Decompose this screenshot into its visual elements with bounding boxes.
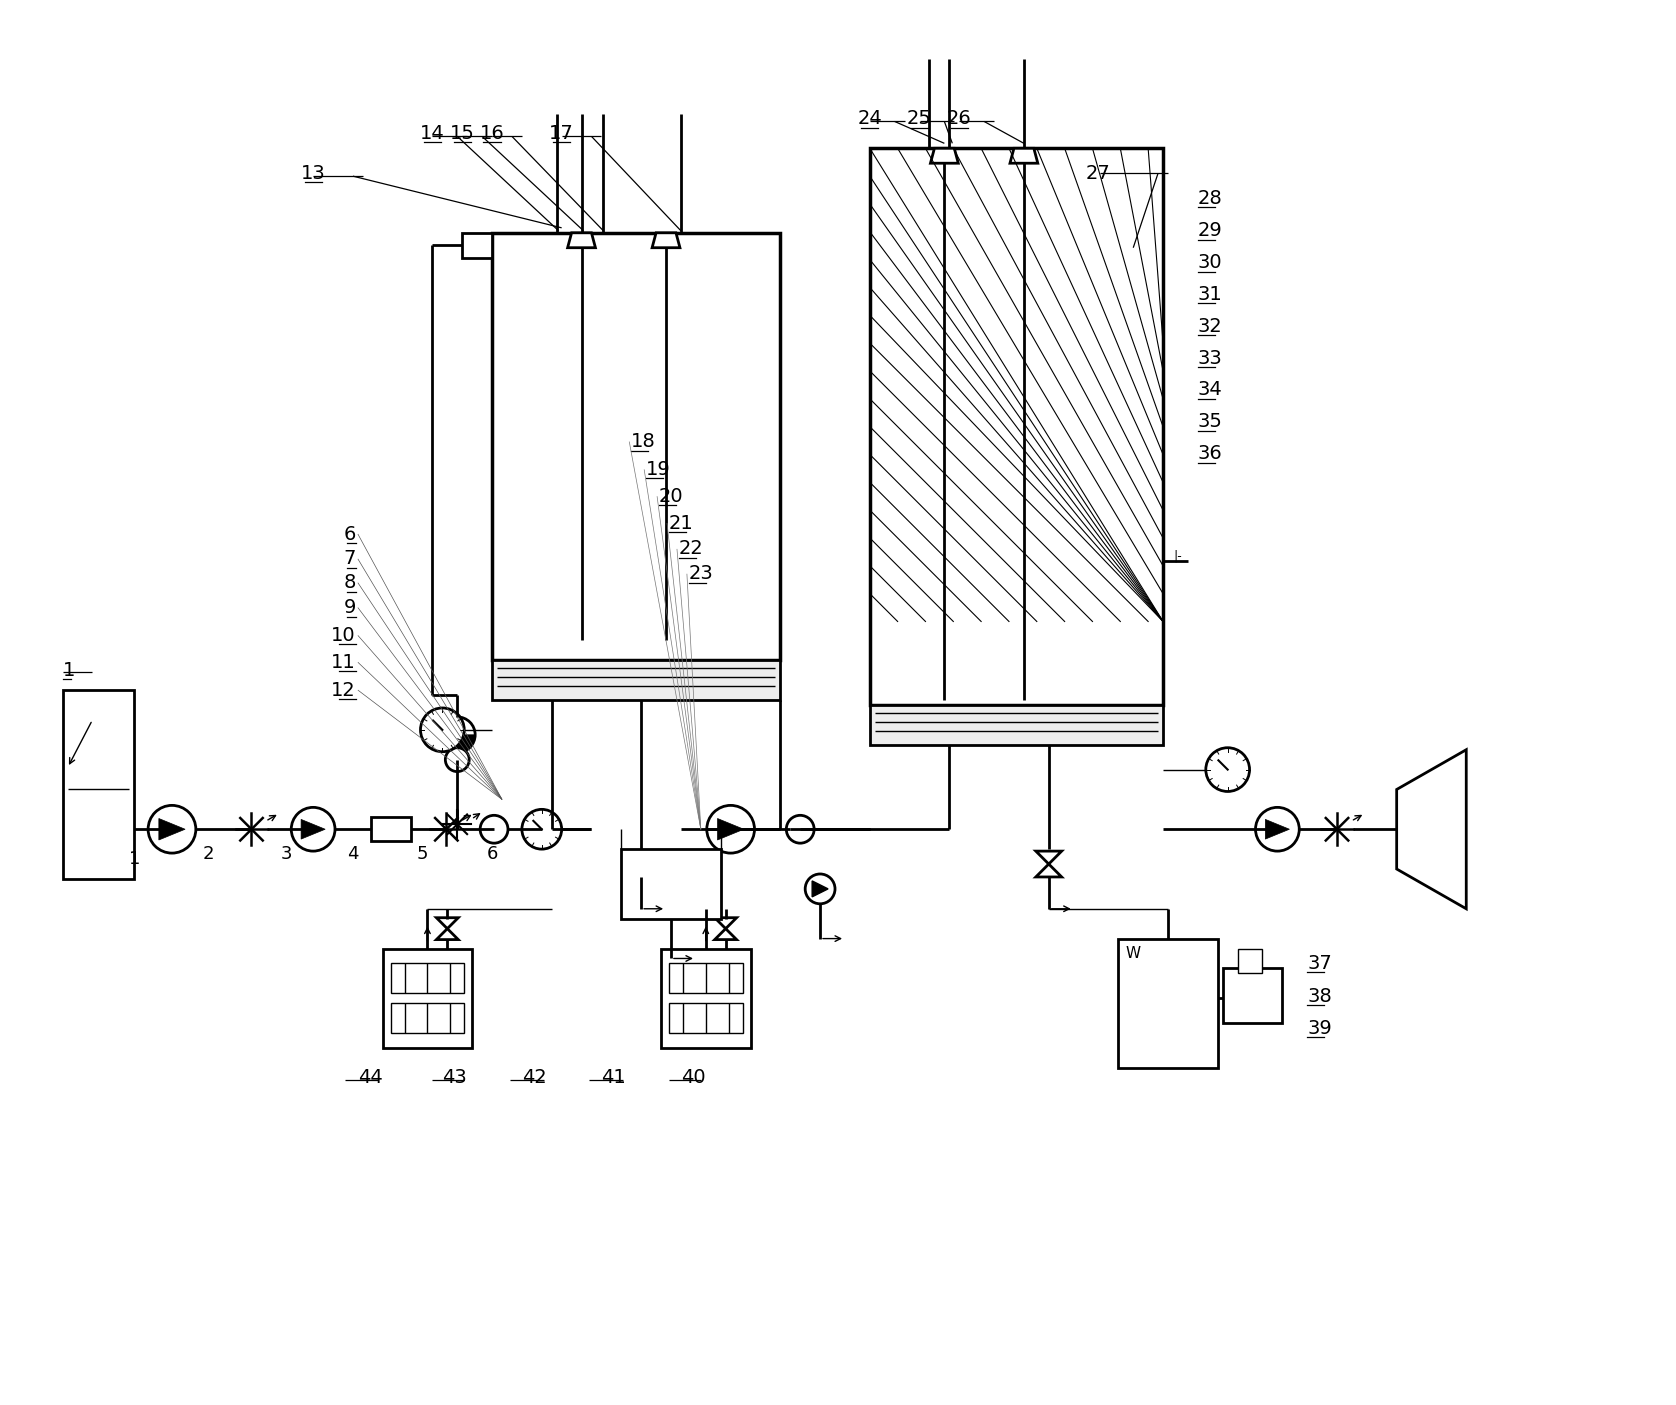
Polygon shape [302, 819, 325, 839]
Text: 27: 27 [1086, 163, 1111, 183]
Text: 23: 23 [689, 565, 714, 583]
Text: 17: 17 [550, 124, 573, 143]
Circle shape [1205, 747, 1250, 791]
Text: 15: 15 [449, 124, 474, 143]
Text: 20: 20 [659, 486, 684, 506]
Text: 7: 7 [344, 549, 355, 569]
Polygon shape [1396, 750, 1466, 909]
Circle shape [421, 708, 464, 752]
Wedge shape [439, 735, 476, 753]
Bar [1118, 939, 1218, 1068]
Text: 32: 32 [1198, 316, 1222, 336]
Bar [1237, 948, 1262, 974]
Text: 8: 8 [344, 573, 355, 593]
Circle shape [479, 815, 508, 843]
Circle shape [147, 805, 196, 853]
Text: 5: 5 [417, 844, 429, 863]
Text: 6: 6 [344, 524, 355, 544]
Circle shape [439, 717, 476, 753]
Polygon shape [1036, 851, 1061, 864]
Text: 39: 39 [1307, 1019, 1332, 1037]
Text: 37: 37 [1307, 954, 1332, 972]
Text: 3: 3 [280, 844, 292, 863]
Polygon shape [930, 149, 959, 163]
Bar [382, 948, 473, 1048]
Bar [622, 849, 721, 919]
Text: 10: 10 [332, 625, 355, 645]
Text: 29: 29 [1198, 222, 1222, 240]
Circle shape [521, 809, 561, 849]
Text: 33: 33 [1198, 348, 1222, 368]
Text: 44: 44 [359, 1068, 382, 1087]
Text: 25: 25 [907, 110, 932, 128]
Text: 22: 22 [679, 540, 704, 558]
Circle shape [786, 815, 815, 843]
Text: 1: 1 [62, 660, 75, 680]
Text: 36: 36 [1198, 444, 1222, 464]
Text: 42: 42 [521, 1068, 546, 1087]
Polygon shape [436, 929, 458, 940]
Circle shape [707, 805, 754, 853]
Circle shape [292, 808, 335, 851]
Text: 2: 2 [203, 844, 215, 863]
Text: W: W [1126, 947, 1141, 961]
Bar [391, 964, 464, 993]
Polygon shape [159, 819, 184, 840]
Circle shape [804, 874, 835, 903]
Circle shape [1255, 808, 1299, 851]
Text: 14: 14 [421, 124, 444, 143]
Bar [370, 818, 411, 842]
Text: 24: 24 [858, 110, 882, 128]
Polygon shape [652, 233, 680, 247]
Polygon shape [1265, 819, 1289, 839]
Text: 18: 18 [632, 433, 655, 451]
Text: 19: 19 [647, 459, 670, 479]
Text: 34: 34 [1198, 381, 1222, 399]
Bar [493, 660, 781, 700]
Bar [493, 233, 781, 660]
Polygon shape [1036, 864, 1061, 877]
Text: 12: 12 [332, 680, 355, 700]
Text: 16: 16 [479, 124, 504, 143]
Text: 28: 28 [1198, 188, 1222, 208]
Text: 30: 30 [1198, 253, 1222, 273]
Polygon shape [436, 917, 458, 929]
Polygon shape [568, 233, 595, 247]
Polygon shape [714, 929, 737, 940]
Text: 4: 4 [347, 844, 359, 863]
Text: 40: 40 [680, 1068, 706, 1087]
Text: 26: 26 [947, 110, 972, 128]
Bar [660, 948, 751, 1048]
Text: 9: 9 [344, 599, 355, 617]
Text: 1: 1 [129, 850, 139, 868]
Bar [669, 964, 742, 993]
Polygon shape [717, 819, 744, 840]
Text: 11: 11 [332, 653, 355, 672]
Polygon shape [813, 881, 828, 896]
Text: 35: 35 [1198, 412, 1223, 431]
Text: 41: 41 [602, 1068, 627, 1087]
Bar [463, 233, 493, 257]
Text: 13: 13 [300, 163, 325, 183]
Circle shape [446, 747, 469, 771]
Polygon shape [628, 851, 654, 864]
Bar [1223, 968, 1282, 1023]
Polygon shape [714, 917, 737, 929]
Text: 43: 43 [442, 1068, 468, 1087]
Polygon shape [628, 864, 654, 877]
Bar [669, 1003, 742, 1033]
Bar [870, 705, 1163, 745]
Polygon shape [1011, 149, 1037, 163]
Bar [870, 149, 1163, 705]
Bar [62, 690, 134, 880]
Text: |-: |- [1173, 549, 1182, 562]
Text: 6: 6 [486, 844, 498, 863]
Bar [391, 1003, 464, 1033]
Text: 38: 38 [1307, 986, 1332, 1006]
Text: 21: 21 [669, 514, 694, 532]
Text: 31: 31 [1198, 285, 1222, 303]
